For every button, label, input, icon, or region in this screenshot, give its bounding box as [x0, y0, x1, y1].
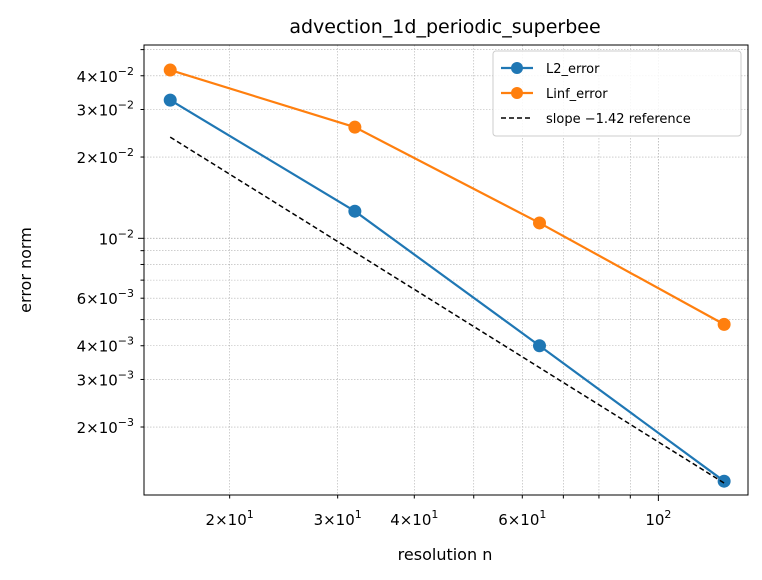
legend-swatch-marker	[511, 87, 523, 99]
y-tick-label: 3×10−3	[77, 368, 134, 389]
series-point-1	[532, 216, 546, 230]
series-line-2	[169, 136, 725, 484]
y-tick-label: 4×10−2	[77, 65, 134, 86]
series-line-1	[169, 68, 725, 326]
x-tick-label: 3×101	[314, 508, 362, 529]
y-tick-label: 10−2	[99, 227, 134, 248]
y-axis-label: error norm	[16, 227, 35, 313]
series-point-1	[717, 317, 731, 331]
x-tick-label: 102	[645, 508, 671, 529]
series-group	[163, 63, 731, 488]
series-point-0	[717, 474, 731, 488]
series-point-1	[348, 120, 362, 134]
plot-area-frame	[143, 44, 749, 496]
legend-label: L2_error	[546, 62, 600, 77]
axis-ticks: 2×101 3×101 4×101 6×101 102 4×10−2 3×10−2 2×10−…	[77, 49, 671, 529]
series-point-0	[532, 339, 546, 353]
series-point-1	[163, 63, 177, 77]
legend-label: slope −1.42 reference	[546, 112, 691, 127]
y-tick-label: 6×10−3	[77, 287, 134, 308]
series-point-0	[348, 204, 362, 218]
x-tick-label: 4×101	[390, 508, 438, 529]
y-tick-label: 4×10−3	[77, 335, 134, 356]
series-point-0	[163, 93, 177, 107]
series-line-0	[169, 99, 725, 483]
y-tick-label: 2×10−2	[77, 146, 134, 167]
x-tick-label: 6×101	[498, 508, 546, 529]
x-axis-label: resolution n	[398, 545, 493, 564]
y-tick-label: 3×10−2	[77, 98, 134, 119]
legend-box	[492, 50, 742, 137]
y-tick-label: 2×10−3	[77, 416, 134, 437]
x-tick-label: 2×101	[206, 508, 254, 529]
chart-title: advection_1d_periodic_superbee	[289, 16, 600, 38]
legend-label: Linf_error	[546, 87, 608, 102]
legend-swatch-marker	[511, 62, 523, 74]
